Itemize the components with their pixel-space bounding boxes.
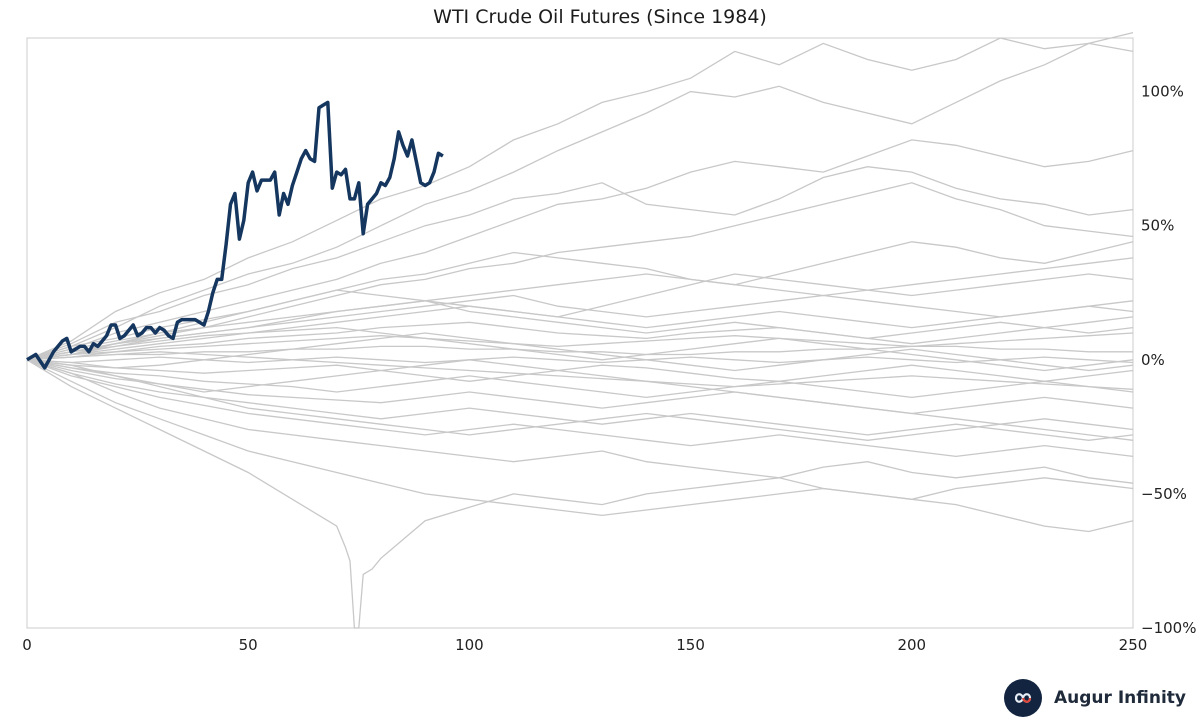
highlight-series-line xyxy=(26,100,444,370)
background-series-line-5 xyxy=(26,241,1134,361)
background-series-line-18 xyxy=(26,359,1134,458)
background-series-line-2 xyxy=(26,139,1134,361)
y-tick-label: 50% xyxy=(1141,217,1174,235)
background-series-line-11 xyxy=(26,332,1134,361)
plot-frame xyxy=(26,37,1134,629)
x-tick-label: 150 xyxy=(676,636,705,654)
background-series-line-1 xyxy=(26,31,1134,361)
background-series-line-9 xyxy=(26,300,1134,361)
brand-badge: Augur Infinity xyxy=(1004,679,1186,717)
background-series-line-16 xyxy=(26,359,1134,415)
x-tick-label: 50 xyxy=(239,636,258,654)
background-series-line-23 xyxy=(26,326,1134,372)
background-series-line-8 xyxy=(26,305,1134,361)
background-series-line-22 xyxy=(26,359,1134,441)
y-tick-label: 100% xyxy=(1141,83,1184,101)
x-tick-label: 250 xyxy=(1119,636,1148,654)
background-series-line-10 xyxy=(26,316,1134,361)
x-tick-label: 0 xyxy=(22,636,32,654)
background-series-line-4 xyxy=(26,182,1134,361)
highlight-series-group xyxy=(26,100,444,370)
background-series-line-27 xyxy=(26,351,1134,390)
background-series-line-25 xyxy=(26,273,1134,361)
background-series-line-3 xyxy=(26,166,1134,361)
background-series-line-7 xyxy=(26,294,1134,361)
y-tick-label: −100% xyxy=(1141,619,1196,637)
background-series-line-21 xyxy=(26,359,1134,629)
y-tick-label: 0% xyxy=(1141,351,1165,369)
background-series-line-14 xyxy=(26,359,1134,382)
background-series-line-19 xyxy=(26,359,1134,484)
x-axis-ticks: 0 50 100 150 200 250 xyxy=(22,636,1147,654)
y-axis-ticks: 100% 50% 0% −50% −100% xyxy=(1141,83,1196,637)
y-tick-label: −50% xyxy=(1141,485,1187,503)
background-series-line-15 xyxy=(26,359,1134,399)
x-tick-label: 200 xyxy=(897,636,926,654)
x-tick-label: 100 xyxy=(455,636,484,654)
background-series-group xyxy=(26,31,1134,629)
chart-title: WTI Crude Oil Futures (Since 1984) xyxy=(433,6,767,28)
background-series-line-26 xyxy=(26,359,1134,441)
infinity-icon xyxy=(1004,679,1042,717)
background-series-line-0 xyxy=(26,37,1134,361)
background-series-line-20 xyxy=(26,359,1134,533)
background-series-line-24 xyxy=(26,332,1134,372)
brand-name: Augur Infinity xyxy=(1054,688,1186,708)
background-series-line-13 xyxy=(26,356,1134,364)
